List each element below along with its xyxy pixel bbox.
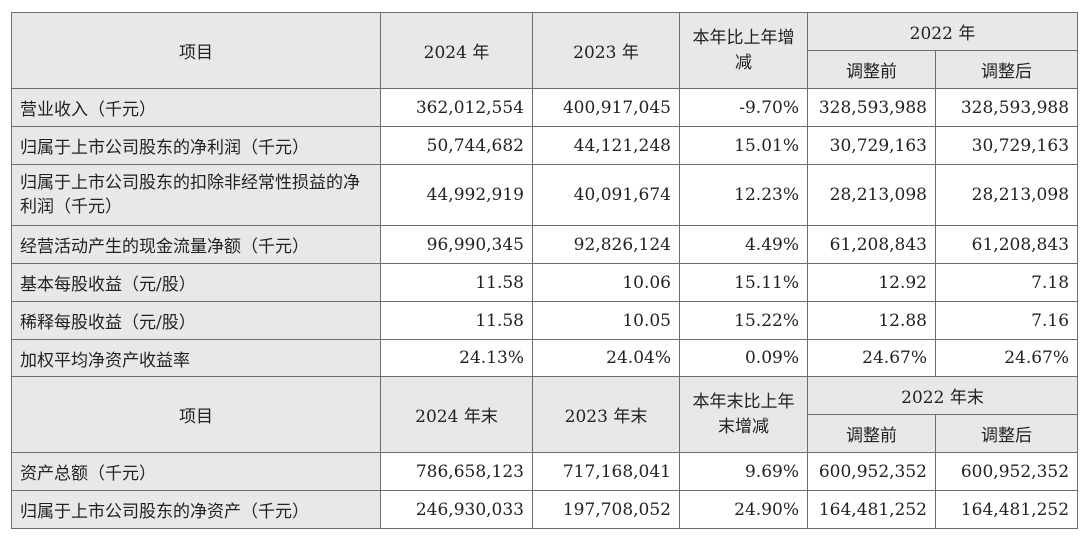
value-after: 24.67%: [934, 339, 1079, 377]
row-label: 经营活动产生的现金流量净额（千元）: [11, 225, 381, 264]
value-2024: 96,990,345: [380, 225, 533, 264]
value-2023: 44,121,248: [532, 126, 680, 165]
value-2024: 362,012,554: [380, 88, 533, 127]
value-2024: 50,744,682: [380, 126, 533, 165]
bottom-strip: [0, 536, 1080, 548]
value-2023: 10.06: [532, 263, 680, 302]
header-2023-end: 2023 年末: [532, 376, 680, 453]
value-before: 24.67%: [807, 339, 936, 377]
value-change: 9.69%: [679, 452, 808, 491]
value-after: 61,208,843: [934, 225, 1079, 264]
table-row: 稀释每股收益（元/股） 11.58 10.05 15.22% 12.88 7.1…: [11, 301, 1079, 340]
value-change: 15.11%: [679, 263, 808, 302]
header-before-adjust: 调整前: [807, 414, 936, 453]
value-2024: 24.13%: [380, 339, 533, 377]
row-label: 归属于上市公司股东的净资产（千元）: [11, 490, 381, 529]
value-2023: 197,708,052: [532, 490, 680, 529]
value-after: 328,593,988: [934, 88, 1079, 127]
value-2023: 92,826,124: [532, 225, 680, 264]
header-item: 项目: [11, 12, 381, 89]
table-row: 营业收入（千元） 362,012,554 400,917,045 -9.70% …: [11, 88, 1079, 127]
row-label: 加权平均净资产收益率: [11, 339, 381, 377]
value-before: 164,481,252: [807, 490, 936, 529]
value-2023: 400,917,045: [532, 88, 680, 127]
row-label: 基本每股收益（元/股）: [11, 263, 381, 302]
table-row: 归属于上市公司股东的扣除非经常性损益的净利润（千元） 44,992,919 40…: [11, 164, 1079, 226]
value-2024: 786,658,123: [380, 452, 533, 491]
value-before: 12.92: [807, 263, 936, 302]
value-2023: 24.04%: [532, 339, 680, 377]
value-after: 7.18: [934, 263, 1079, 302]
value-change: -9.70%: [679, 88, 808, 127]
value-change: 15.22%: [679, 301, 808, 340]
value-change: 12.23%: [679, 164, 808, 226]
value-change: 24.90%: [679, 490, 808, 529]
header-after-adjust: 调整后: [934, 414, 1079, 453]
value-after: 30,729,163: [934, 126, 1079, 165]
financial-summary-table: 项目 2024 年 2023 年 本年比上年增减 2022 年 调整前 调整后 …: [11, 12, 1079, 529]
value-before: 61,208,843: [807, 225, 936, 264]
table-row: 归属于上市公司股东的净资产（千元） 246,930,033 197,708,05…: [11, 490, 1079, 529]
value-after: 164,481,252: [934, 490, 1079, 529]
row-label: 营业收入（千元）: [11, 88, 381, 127]
header-change: 本年比上年增减: [679, 12, 808, 89]
row-label: 归属于上市公司股东的扣除非经常性损益的净利润（千元）: [11, 164, 381, 226]
value-2023: 40,091,674: [532, 164, 680, 226]
header-item: 项目: [11, 376, 381, 453]
header-2022-end: 2022 年末: [806, 376, 1079, 415]
value-2023: 717,168,041: [532, 452, 680, 491]
table-row: 基本每股收益（元/股） 11.58 10.06 15.11% 12.92 7.1…: [11, 263, 1079, 302]
row-label: 归属于上市公司股东的净利润（千元）: [11, 126, 381, 165]
value-before: 28,213,098: [807, 164, 936, 226]
value-after: 28,213,098: [934, 164, 1079, 226]
value-change: 15.01%: [679, 126, 808, 165]
table-row: 加权平均净资产收益率 24.13% 24.04% 0.09% 24.67% 24…: [11, 339, 1079, 377]
header-2022: 2022 年: [806, 12, 1079, 51]
row-label: 资产总额（千元）: [11, 452, 381, 491]
header-after-adjust: 调整后: [934, 50, 1079, 89]
value-after: 600,952,352: [934, 452, 1079, 491]
table-row: 资产总额（千元） 786,658,123 717,168,041 9.69% 6…: [11, 452, 1079, 491]
value-2024: 44,992,919: [380, 164, 533, 226]
value-2024: 11.58: [380, 301, 533, 340]
header-2024: 2024 年: [380, 12, 533, 89]
header-2024-end: 2024 年末: [380, 376, 533, 453]
value-2023: 10.05: [532, 301, 680, 340]
value-change: 4.49%: [679, 225, 808, 264]
table-row: 归属于上市公司股东的净利润（千元） 50,744,682 44,121,248 …: [11, 126, 1079, 165]
header-before-adjust: 调整前: [807, 50, 936, 89]
value-before: 12.88: [807, 301, 936, 340]
header-2023: 2023 年: [532, 12, 680, 89]
value-after: 7.16: [934, 301, 1079, 340]
value-change: 0.09%: [679, 339, 808, 377]
value-before: 328,593,988: [807, 88, 936, 127]
value-before: 600,952,352: [807, 452, 936, 491]
header-change-end: 本年末比上年末增减: [679, 376, 808, 453]
table-row: 经营活动产生的现金流量净额（千元） 96,990,345 92,826,124 …: [11, 225, 1079, 264]
row-label: 稀释每股收益（元/股）: [11, 301, 381, 340]
value-2024: 246,930,033: [380, 490, 533, 529]
value-2024: 11.58: [380, 263, 533, 302]
value-before: 30,729,163: [807, 126, 936, 165]
